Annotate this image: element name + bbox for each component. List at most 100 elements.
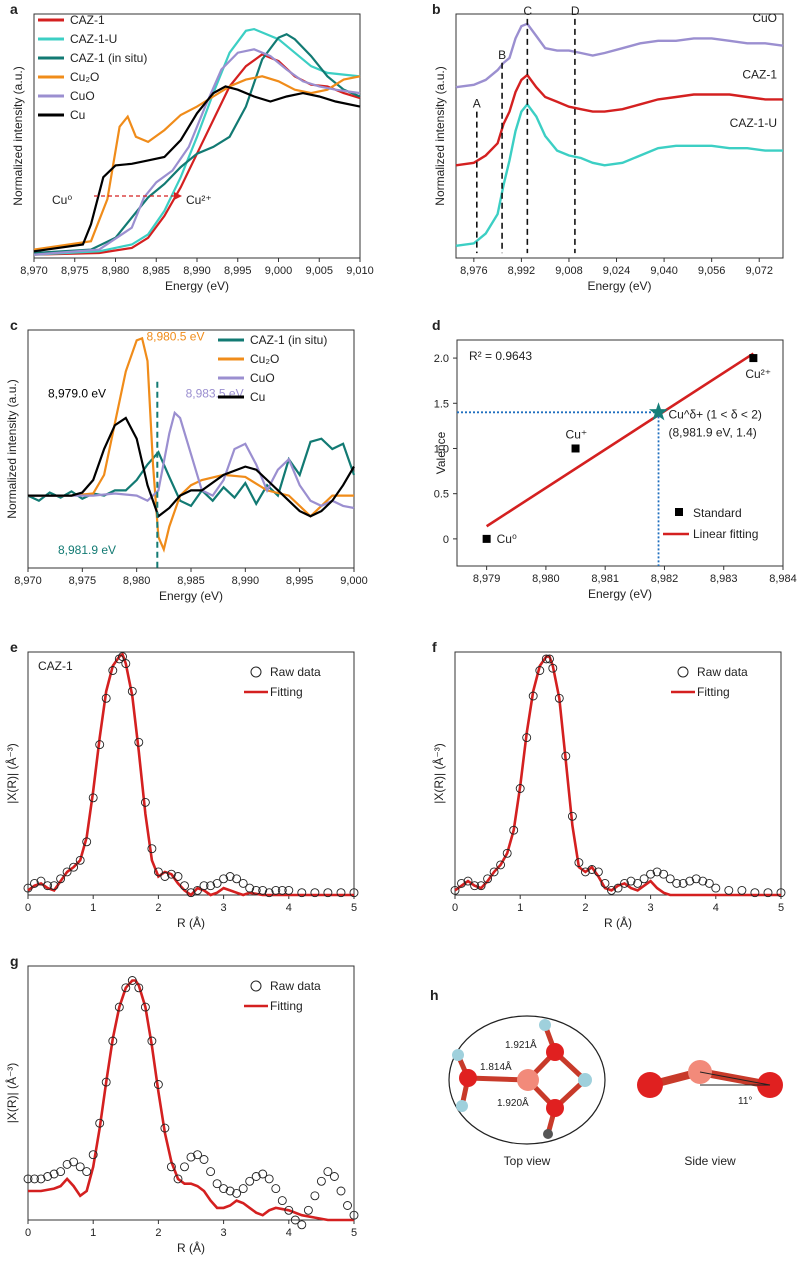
raw-data-point <box>567 811 577 821</box>
raw-data-point <box>646 869 656 879</box>
raw-data-point <box>711 883 721 893</box>
standard-point-label: Cu⁺ <box>566 427 588 441</box>
legend-swatch <box>250 666 262 678</box>
side-view-molecule <box>637 1060 783 1098</box>
x-tick-label: 8,976 <box>460 265 488 277</box>
raw-data-point <box>528 691 538 701</box>
panel-h: h 1.921Å 1.814Å 1.920Å Top view <box>430 987 783 1168</box>
raw-data-point <box>101 1077 111 1087</box>
legend-label: CuO <box>70 89 95 103</box>
x-tick-label: 9,010 <box>346 265 374 277</box>
raw-data-point <box>284 1205 294 1215</box>
raw-data-point <box>691 874 701 884</box>
cu2-label: Cu²⁺ <box>186 193 212 207</box>
raw-data-point <box>626 876 636 886</box>
x-tick-label: 3 <box>648 902 654 914</box>
series-line <box>33 27 361 256</box>
raw-data-point <box>463 876 473 886</box>
raw-data-point <box>659 869 669 879</box>
x-axis-label: Energy (eV) <box>587 279 651 293</box>
series-line <box>27 437 356 508</box>
raw-data-point <box>180 881 189 891</box>
raw-data-point <box>108 666 118 675</box>
series-line <box>28 410 355 510</box>
x-tick-label: 2 <box>155 1227 161 1239</box>
raw-data-point <box>160 1123 170 1133</box>
raw-data-point <box>166 869 176 879</box>
raw-data-point <box>36 876 46 886</box>
peak-annotation: 8,980.5 eV <box>146 329 204 343</box>
raw-data-point <box>489 867 499 877</box>
raw-data-point <box>502 848 512 858</box>
y-axis-label: Normalized intensity (a.u.) <box>11 66 25 205</box>
raw-data-point <box>88 1150 98 1160</box>
x-axis-label: Energy (eV) <box>159 589 223 603</box>
raw-data-point <box>134 983 144 993</box>
raw-data-point <box>251 1172 261 1181</box>
feature-marker-label: A <box>473 97 481 111</box>
raw-data-point <box>672 878 682 888</box>
x-axis-label: R (Å) <box>177 915 205 930</box>
x-tick-label: 8,970 <box>20 265 48 277</box>
raw-data-point <box>180 1162 189 1172</box>
plot-frame <box>456 339 784 567</box>
raw-data-point <box>160 872 170 881</box>
raw-data-point <box>43 881 53 891</box>
raw-data-point <box>23 1174 33 1184</box>
raw-data-point <box>206 881 216 891</box>
raw-data-point <box>212 878 222 888</box>
x-tick-label: 4 <box>286 902 292 914</box>
x-tick-label: 3 <box>221 1227 227 1239</box>
panel-c: c Energy (eV) Normalized intensity (a.u.) 8… <box>5 317 368 603</box>
x-tick-label: 8,981 <box>591 573 619 585</box>
raw-data-point <box>509 825 519 835</box>
n-atom <box>539 1019 551 1031</box>
raw-data-point <box>199 1155 209 1164</box>
raw-data-point <box>457 878 466 888</box>
raw-data-point <box>232 1188 242 1198</box>
panel-title: CAZ-1 <box>38 659 73 673</box>
raw-data-point <box>118 652 127 662</box>
panel-b: b Energy (eV) Normalized intensity (a.u.) 8… <box>432 1 784 293</box>
peak-annotation: 8,979.0 eV <box>48 386 106 400</box>
raw-data-point <box>600 878 610 888</box>
legend-label: CAZ-1 (in situ) <box>70 51 147 65</box>
panel-label: b <box>432 1 441 17</box>
raw-data-point <box>264 888 274 898</box>
raw-data-point <box>101 693 111 703</box>
x-axis-label: R (Å) <box>604 915 632 930</box>
panel-g: g R (Å) |X(R)| (Å⁻³) 0 1 2 3 4 5 Raw data Fitting <box>4 953 359 1255</box>
star-coord-label: (8,981.9 eV, 1.4) <box>669 425 757 439</box>
y-axis-label: Valence <box>434 431 448 474</box>
x-tick-label: 9,024 <box>603 265 631 277</box>
raw-data-point <box>114 1002 124 1012</box>
raw-data-point <box>23 883 33 893</box>
raw-data-point <box>698 876 708 886</box>
raw-data-point <box>545 654 554 664</box>
legend-label: Fitting <box>697 685 730 699</box>
raw-data-point <box>750 888 760 898</box>
raw-data-point <box>258 885 268 895</box>
o-atom <box>546 1043 564 1061</box>
raw-data-point <box>678 878 688 888</box>
y-tick-label: 0.5 <box>434 489 449 501</box>
raw-data-point <box>82 837 92 847</box>
legend-label: Cu₂O <box>250 352 279 366</box>
x-tick-label: 8,985 <box>142 265 170 277</box>
fit-line <box>485 352 755 528</box>
raw-data-point <box>166 1162 176 1172</box>
series-label: CAZ-1 <box>742 67 777 81</box>
standard-point-label: Cu⁰ <box>497 532 517 546</box>
legend-label: CAZ-1-U <box>70 32 117 46</box>
raw-data-point <box>776 888 786 898</box>
series-line <box>33 32 361 255</box>
raw-data-point <box>336 888 346 898</box>
y-tick-label: 2.0 <box>434 353 449 365</box>
o-atom <box>637 1072 663 1098</box>
legend-label: Fitting <box>270 999 303 1013</box>
y-axis-label: Normalized intensity (a.u.) <box>433 66 447 205</box>
raw-data-point <box>186 888 196 898</box>
raw-data-point <box>82 1167 92 1177</box>
raw-data-point <box>264 1174 274 1184</box>
